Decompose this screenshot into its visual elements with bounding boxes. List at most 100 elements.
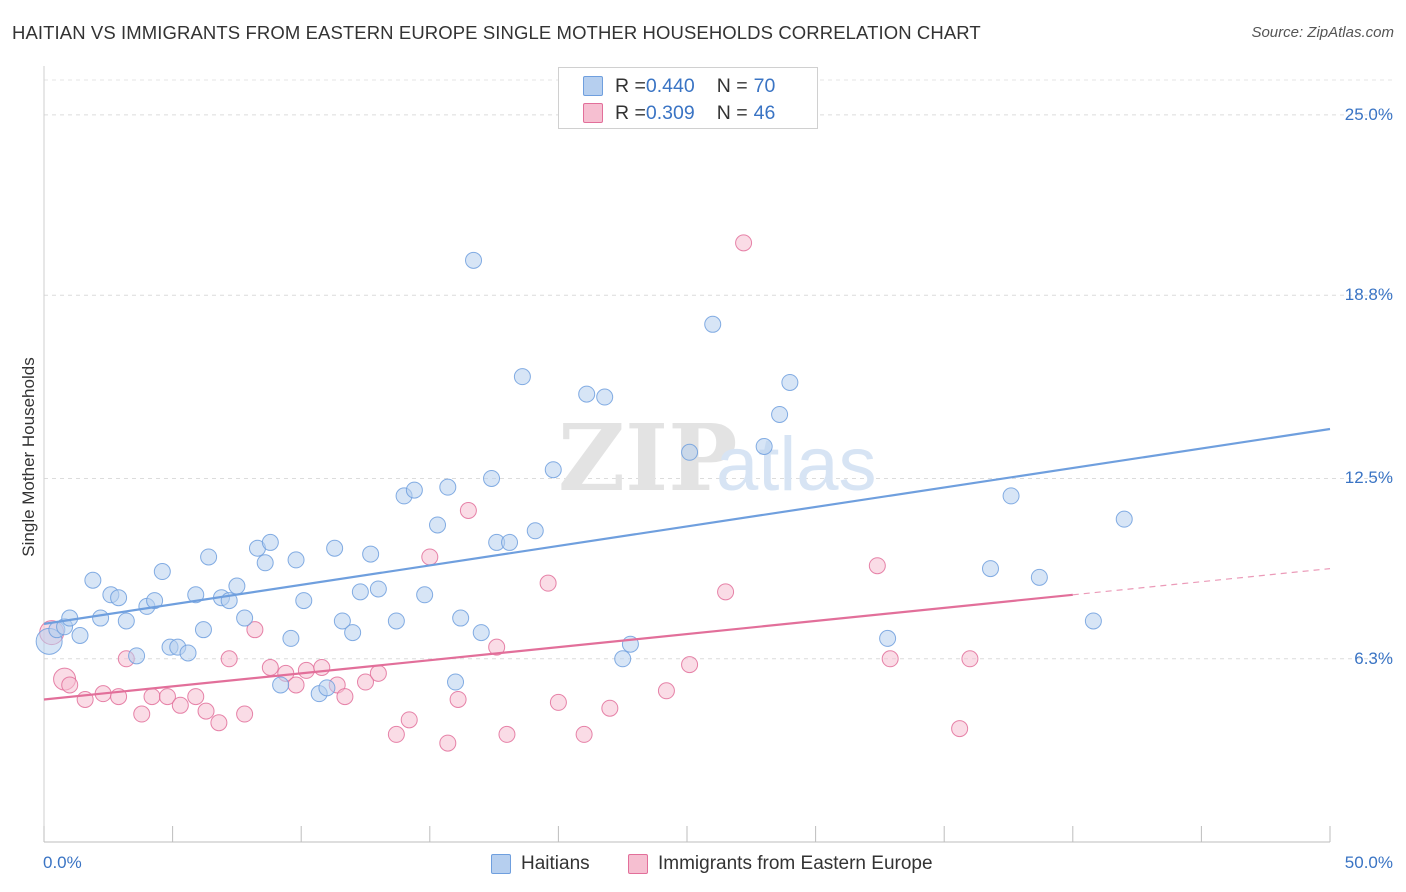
data-point xyxy=(272,676,290,694)
data-point xyxy=(362,545,380,563)
data-point xyxy=(429,516,447,534)
n-value: 46 xyxy=(753,101,776,124)
data-point xyxy=(210,714,228,732)
data-point xyxy=(1030,568,1048,586)
legend-item-eastern-europe[interactable]: Immigrants from Eastern Europe xyxy=(628,851,933,877)
data-point xyxy=(981,560,999,578)
data-point xyxy=(601,699,619,717)
data-point xyxy=(236,705,254,723)
data-point xyxy=(387,612,405,630)
eastern-europe-swatch xyxy=(628,854,648,874)
trend-line xyxy=(43,593,1073,701)
data-point xyxy=(596,388,614,406)
data-point xyxy=(313,658,331,676)
data-point xyxy=(879,629,897,647)
data-point xyxy=(92,609,110,627)
trend-lines xyxy=(43,427,1331,701)
legend-label-eastern-europe: Immigrants from Eastern Europe xyxy=(658,853,933,874)
series-legend: Haitians Immigrants from Eastern Europe xyxy=(0,851,1406,877)
legend-item-haitians[interactable]: Haitians xyxy=(491,851,590,877)
data-point xyxy=(447,673,465,691)
x-tick-min: 0.0% xyxy=(43,853,82,872)
n-value: 70 xyxy=(753,74,776,97)
trend-line-extension xyxy=(1072,568,1331,596)
data-point xyxy=(614,650,632,668)
data-point xyxy=(501,533,519,551)
y-tick-label: 18.8% xyxy=(1344,285,1393,305)
data-point xyxy=(416,586,434,604)
r-label: R = xyxy=(615,101,646,124)
data-point xyxy=(287,551,305,569)
data-point xyxy=(133,705,151,723)
data-point xyxy=(681,656,699,674)
r-value: 0.309 xyxy=(645,101,695,124)
data-point xyxy=(1084,612,1102,630)
data-point xyxy=(128,647,146,665)
data-point xyxy=(333,612,351,630)
data-point xyxy=(781,373,799,391)
data-point xyxy=(228,577,246,595)
legend-label-haitians: Haitians xyxy=(521,853,590,874)
data-point xyxy=(117,612,135,630)
data-point xyxy=(153,563,171,581)
data-point xyxy=(961,650,979,668)
data-point xyxy=(71,627,89,645)
y-tick-label: 12.5% xyxy=(1344,468,1393,488)
data-point xyxy=(488,638,506,656)
stats-row-haitians: R = 0.440 N = 70 xyxy=(583,74,775,98)
y-tick-label: 6.3% xyxy=(1354,648,1393,668)
data-point xyxy=(179,644,197,662)
gridlines xyxy=(44,79,1395,660)
data-point xyxy=(755,437,773,455)
data-point xyxy=(297,661,315,679)
data-point xyxy=(439,734,457,752)
data-point xyxy=(351,583,369,601)
data-point xyxy=(771,405,789,423)
data-point xyxy=(717,583,735,601)
data-point xyxy=(483,469,501,487)
data-point xyxy=(459,501,477,519)
x-tick-max: 50.0% xyxy=(1344,853,1393,872)
data-point xyxy=(197,702,215,720)
eastern-europe-swatch xyxy=(583,103,603,123)
data-point xyxy=(200,548,218,566)
data-point xyxy=(387,725,405,743)
haitians-swatch xyxy=(491,854,511,874)
data-point xyxy=(256,554,274,572)
watermark-atlas: atlas xyxy=(716,422,877,507)
y-tick-label: 25.0% xyxy=(1344,104,1393,124)
data-point xyxy=(578,385,596,403)
trend-line xyxy=(43,427,1331,625)
r-label: R = xyxy=(615,74,646,97)
data-point xyxy=(452,609,470,627)
stats-legend: R = 0.440 N = 70 R = 0.309 N = 46 xyxy=(558,67,818,129)
chart-title: HAITIAN VS IMMIGRANTS FROM EASTERN EUROP… xyxy=(12,22,981,43)
haitians-swatch xyxy=(583,76,603,96)
axes xyxy=(43,66,1331,843)
data-point xyxy=(61,676,79,694)
data-point xyxy=(158,688,176,706)
data-point xyxy=(369,580,387,598)
data-point xyxy=(405,481,423,499)
data-point xyxy=(357,673,374,691)
data-point xyxy=(336,688,354,706)
data-point xyxy=(261,658,279,676)
series-eastern-europe-points xyxy=(39,234,979,752)
data-point xyxy=(220,650,238,668)
n-label: N = xyxy=(716,101,748,124)
data-point xyxy=(187,586,205,604)
data-point xyxy=(465,251,483,269)
watermark: ZIP atlas xyxy=(558,404,877,512)
stats-row-eastern-europe: R = 0.309 N = 46 xyxy=(583,101,775,125)
data-point xyxy=(681,443,699,461)
data-point xyxy=(421,548,439,566)
data-point xyxy=(194,621,212,639)
data-point xyxy=(236,609,254,627)
data-point xyxy=(344,624,362,642)
data-point xyxy=(539,574,557,592)
n-label: N = xyxy=(716,74,748,97)
r-value: 0.440 xyxy=(645,74,695,97)
watermark-zip: ZIP xyxy=(558,404,737,512)
data-point xyxy=(881,650,899,668)
